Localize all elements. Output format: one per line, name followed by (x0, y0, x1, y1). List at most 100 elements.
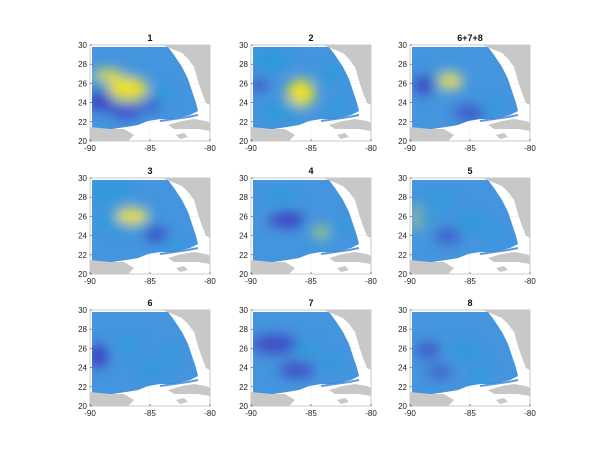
x-tick-label: -90 (404, 409, 416, 418)
field-area (92, 47, 198, 129)
y-tick-label: 30 (239, 306, 248, 315)
field-anomaly (414, 75, 434, 95)
land-florida (323, 310, 371, 370)
land-islet (176, 133, 188, 139)
field-anomaly (424, 192, 456, 208)
y-tick-label: 24 (78, 232, 87, 241)
y-tick-label: 28 (398, 193, 407, 202)
map-panel-6: 5 30 28 26 24 22 20-90 -85 -80 (398, 166, 536, 286)
x-tick-label: -85 (144, 409, 156, 418)
y-tick-label: 28 (78, 325, 87, 334)
field-anomaly (480, 99, 504, 115)
land-yucatan (90, 127, 134, 141)
map-panel-9: 8 30 28 26 24 22 20-90 -85 -80 (398, 298, 536, 418)
map-panel-1: 1 30 28 26 24 22 20-90 -85 -80 (78, 33, 216, 153)
land-florida (323, 178, 371, 238)
x-tick-label: -90 (404, 144, 416, 153)
field-anomaly (108, 77, 148, 101)
y-tick-label: 20 (78, 270, 87, 279)
field-anomaly (327, 99, 351, 115)
land-islet (337, 398, 349, 404)
field-anomaly (458, 214, 486, 230)
y-tick-label: 22 (398, 383, 407, 392)
y-tick-label: 22 (78, 118, 87, 127)
map-panel-8: 7 30 28 26 24 22 20-90 -85 -80 (239, 298, 377, 418)
field-anomaly (319, 354, 343, 370)
x-tick-label: -90 (84, 277, 96, 286)
land-yucatan (251, 127, 295, 141)
map-panel-7: 6 30 28 26 24 22 20-90 -85 -80 (78, 298, 216, 418)
field-anomaly (468, 366, 492, 382)
field-anomaly (253, 77, 269, 93)
x-tick-label: -85 (305, 144, 317, 153)
field-anomaly (331, 218, 351, 234)
land-islet (337, 266, 349, 272)
y-tick-label: 30 (239, 174, 248, 183)
y-tick-label: 20 (239, 137, 248, 146)
x-tick-label: -90 (245, 409, 257, 418)
y-tick-label: 30 (398, 41, 407, 50)
y-tick-label: 26 (398, 344, 407, 353)
field-anomaly (150, 83, 174, 103)
y-tick-label: 30 (239, 41, 248, 50)
panel-title: 8 (467, 298, 472, 308)
y-tick-label: 20 (398, 137, 407, 146)
land-cuba (168, 252, 210, 264)
land-yucatan (410, 260, 454, 274)
field-anomaly (253, 51, 293, 71)
y-tick-label: 20 (398, 270, 407, 279)
field-anomaly (253, 334, 299, 354)
y-tick-label: 26 (239, 344, 248, 353)
land-islet (176, 266, 188, 272)
y-tick-label: 24 (78, 99, 87, 108)
map-panel-5: 4 30 28 26 24 22 20-90 -85 -80 (239, 166, 377, 286)
field-area (253, 47, 359, 129)
field-anomaly (414, 206, 434, 230)
x-tick-label: -80 (204, 277, 216, 286)
panel-title: 2 (308, 33, 313, 43)
land-cuba (329, 252, 371, 264)
field-area (253, 312, 359, 394)
field-anomaly (416, 342, 440, 358)
panel-title: 4 (308, 166, 313, 176)
field-anomaly (92, 91, 114, 111)
y-tick-label: 24 (239, 99, 248, 108)
y-tick-label: 24 (239, 232, 248, 241)
x-tick-label: -85 (464, 277, 476, 286)
land-yucatan (410, 392, 454, 406)
land-florida (162, 178, 210, 238)
x-tick-label: -85 (305, 409, 317, 418)
coast-stripe (479, 379, 519, 387)
field-anomaly (144, 226, 168, 242)
y-tick-label: 24 (398, 364, 407, 373)
x-tick-label: -80 (365, 144, 377, 153)
field-anomaly (263, 188, 295, 204)
coast-stripe (479, 114, 519, 122)
y-tick-label: 26 (78, 79, 87, 88)
land-cuba (488, 252, 530, 264)
y-tick-label: 30 (398, 174, 407, 183)
field-anomaly (438, 73, 462, 89)
land-yucatan (251, 392, 295, 406)
x-tick-label: -80 (524, 409, 536, 418)
land-yucatan (410, 127, 454, 141)
coast-stripe (159, 247, 199, 255)
y-tick-label: 30 (78, 174, 87, 183)
field-area (253, 180, 359, 262)
y-tick-label: 28 (78, 193, 87, 202)
land-cuba (329, 384, 371, 396)
field-anomaly (317, 65, 345, 85)
x-tick-label: -80 (204, 144, 216, 153)
y-tick-label: 24 (398, 99, 407, 108)
field-anomaly (92, 344, 108, 368)
coast-stripe (479, 247, 519, 255)
x-tick-label: -85 (305, 277, 317, 286)
y-tick-label: 22 (398, 251, 407, 260)
land-florida (482, 310, 530, 370)
y-tick-label: 28 (239, 193, 248, 202)
panel-title: 6+7+8 (457, 33, 483, 43)
x-tick-label: -80 (524, 144, 536, 153)
y-tick-label: 20 (78, 137, 87, 146)
x-tick-label: -85 (464, 144, 476, 153)
field-anomaly (160, 346, 180, 366)
